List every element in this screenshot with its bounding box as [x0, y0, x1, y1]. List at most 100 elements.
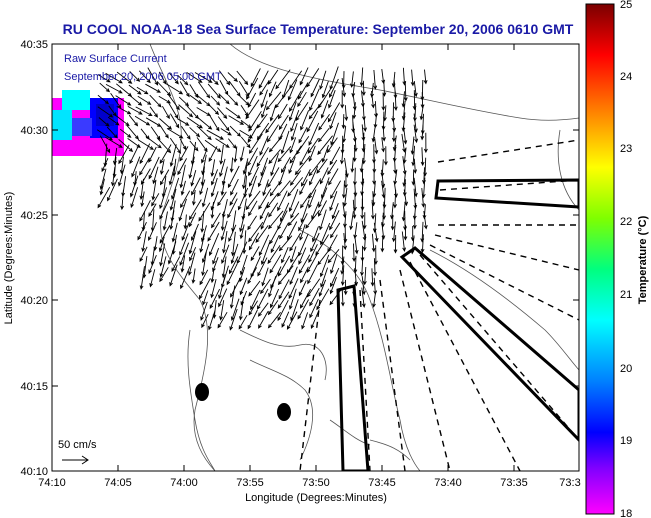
- current-vector: [329, 66, 339, 91]
- current-vector: [329, 277, 337, 295]
- current-vector: [374, 136, 379, 155]
- current-vector: [296, 135, 310, 155]
- current-vector: [148, 255, 157, 274]
- current-vector: [298, 280, 307, 297]
- current-vector: [139, 178, 144, 201]
- current-vector: [189, 247, 197, 262]
- current-vector: [248, 221, 264, 243]
- current-vector: [320, 267, 329, 288]
- current-vector: [423, 210, 428, 230]
- current-vector: [298, 247, 307, 265]
- current-vector: [212, 257, 219, 273]
- current-vector: [372, 292, 376, 308]
- current-vector: [248, 200, 258, 217]
- current-vector: [320, 100, 329, 119]
- current-vector: [171, 222, 178, 243]
- current-vector: [401, 231, 407, 252]
- current-vector: [229, 256, 239, 275]
- current-vector: [230, 178, 239, 196]
- current-vector: [233, 146, 238, 163]
- current-vector: [198, 202, 211, 222]
- current-vector: [181, 221, 190, 241]
- current-vector: [297, 91, 307, 108]
- current-vector: [247, 309, 258, 330]
- current-vector: [116, 115, 130, 127]
- current-vector: [222, 231, 228, 254]
- current-vector: [383, 146, 388, 166]
- current-vector: [319, 70, 327, 90]
- current-vector: [166, 128, 184, 139]
- current-vector: [191, 223, 199, 242]
- current-vector: [269, 222, 282, 245]
- current-vector: [231, 231, 236, 257]
- x-tick-labels: 74:10 74:05 74:00 73:55 73:50 73:45 73:4…: [38, 477, 580, 489]
- current-vector: [161, 176, 167, 198]
- current-vector: [328, 90, 336, 109]
- current-vector: [242, 230, 247, 255]
- current-vector: [309, 287, 320, 307]
- current-vector: [105, 136, 123, 148]
- current-vector: [391, 126, 396, 143]
- current-vector: [188, 199, 202, 221]
- current-vector: [247, 124, 259, 144]
- current-vector: [99, 135, 111, 154]
- current-vector: [309, 298, 319, 319]
- current-vector: [119, 128, 132, 138]
- current-vector: [312, 226, 319, 243]
- current-vector: [199, 269, 209, 286]
- current-vector: [167, 93, 180, 111]
- current-vector: [352, 144, 357, 163]
- current-vector: [117, 164, 126, 187]
- current-vector: [245, 99, 260, 120]
- current-vector: [198, 81, 211, 99]
- current-vector: [362, 212, 367, 230]
- current-vector: [245, 190, 261, 211]
- current-vector: [188, 212, 197, 228]
- x-tick-label: 74:05: [104, 477, 132, 489]
- current-vector: [321, 80, 329, 99]
- current-vector: [269, 179, 282, 197]
- current-vector: [118, 138, 134, 152]
- colorbar-tick-label: 21: [620, 289, 632, 301]
- x-tick-label: 73:3: [559, 477, 580, 489]
- current-vector: [196, 107, 212, 117]
- current-vector: [179, 242, 190, 266]
- current-vector: [329, 191, 338, 212]
- current-vector: [373, 222, 379, 243]
- current-vector: [248, 280, 261, 297]
- current-vector: [196, 137, 208, 153]
- current-vector: [340, 265, 345, 287]
- current-vector: [320, 222, 331, 246]
- current-vector: [248, 175, 257, 198]
- current-vector: [411, 145, 416, 167]
- current-vector: [189, 94, 203, 105]
- colorbar-tick-label: 25: [620, 0, 632, 11]
- current-vector: [189, 127, 201, 138]
- current-vector: [227, 165, 240, 189]
- current-vector: [373, 113, 378, 129]
- current-vector: [199, 278, 211, 300]
- current-vector: [196, 125, 212, 141]
- current-vector: [327, 102, 341, 123]
- current-vector: [191, 189, 196, 206]
- current-vector: [341, 180, 346, 199]
- current-vector: [330, 222, 341, 239]
- current-vector: [261, 267, 269, 287]
- current-vector: [349, 71, 354, 88]
- current-vector: [250, 246, 260, 262]
- current-vector: [149, 94, 162, 108]
- current-vector: [413, 124, 419, 144]
- current-vector: [330, 180, 341, 200]
- current-vector: [162, 211, 168, 231]
- current-vector: [188, 231, 197, 255]
- colorbar-tick-label: 22: [620, 216, 632, 228]
- current-vector: [257, 257, 268, 277]
- current-vector: [257, 302, 269, 317]
- sst-patch: [52, 90, 124, 156]
- current-vector: [230, 298, 240, 321]
- current-vector: [361, 276, 366, 296]
- current-vector: [270, 235, 280, 254]
- current-vector: [199, 179, 206, 196]
- current-vector: [327, 159, 338, 176]
- current-vector: [270, 153, 279, 177]
